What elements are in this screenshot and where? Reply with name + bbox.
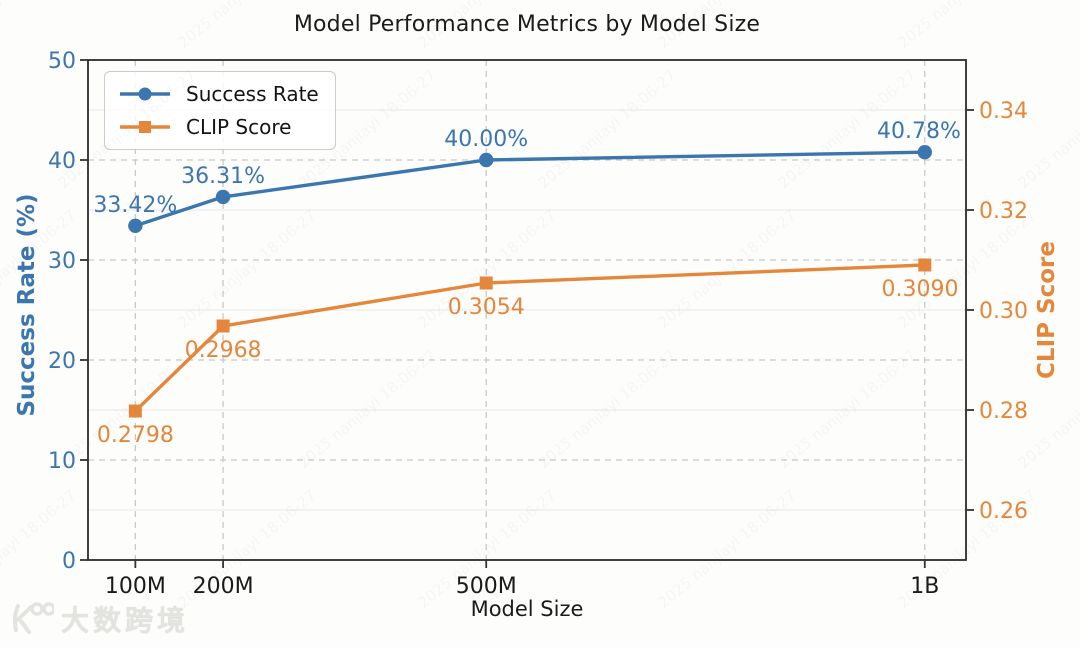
x-tick-label: 200M (193, 574, 254, 599)
legend-line-square-icon (120, 121, 170, 133)
y-left-tick-label: 0 (62, 549, 76, 574)
y-left-tick-label: 10 (48, 449, 76, 474)
clip-score-marker (128, 404, 142, 418)
clip-score-marker (479, 276, 493, 290)
logo-icon (12, 602, 54, 634)
data-label: 36.31% (181, 164, 265, 189)
y-axis-right-label: CLIP Score (1034, 241, 1060, 379)
data-label: 0.3090 (882, 277, 959, 302)
legend-item: CLIP Score (118, 115, 319, 139)
y-left-tick-label: 30 (48, 249, 76, 274)
y-right-tick-label: 0.32 (979, 199, 1028, 224)
success-rate-marker (215, 189, 231, 205)
legend-label: CLIP Score (186, 115, 292, 139)
x-tick-label: 100M (105, 574, 166, 599)
x-tick-label: 1B (910, 574, 939, 599)
x-axis-label: Model Size (470, 597, 584, 621)
chart-title: Model Performance Metrics by Model Size (293, 12, 761, 37)
clip-score-marker (918, 258, 932, 272)
legend-label: Success Rate (186, 82, 319, 106)
y-left-tick-label: 40 (48, 149, 76, 174)
data-label: 0.2798 (97, 423, 174, 448)
data-label: 0.3054 (448, 295, 525, 320)
data-label: 40.78% (877, 119, 961, 144)
data-label: 0.2968 (185, 338, 262, 363)
y-right-tick-label: 0.34 (979, 99, 1028, 124)
y-right-tick-label: 0.28 (979, 399, 1028, 424)
y-right-tick-label: 0.26 (979, 499, 1028, 524)
legend: Success Rate CLIP Score (104, 71, 336, 150)
logo-text: 大数跨境 (61, 604, 190, 637)
data-label: 33.42% (93, 193, 177, 218)
y-left-tick-label: 20 (48, 349, 76, 374)
data-label: 40.00% (444, 127, 528, 152)
y-left-tick-label: 50 (48, 49, 76, 74)
success-rate-marker (479, 152, 494, 168)
success-rate-marker (128, 218, 143, 233)
success-rate-marker (917, 145, 932, 160)
x-tick-label: 500M (456, 574, 517, 599)
y-right-tick-label: 0.30 (979, 299, 1028, 324)
y-axis-left-label: Success Rate (%) (14, 193, 40, 417)
legend-item: Success Rate (118, 82, 319, 106)
success-rate-line (133, 150, 927, 228)
logo-watermark: 大数跨境 (10, 599, 189, 639)
clip-score-line (133, 263, 927, 413)
legend-line-circle-icon (120, 87, 170, 101)
clip-score-marker (216, 319, 230, 333)
